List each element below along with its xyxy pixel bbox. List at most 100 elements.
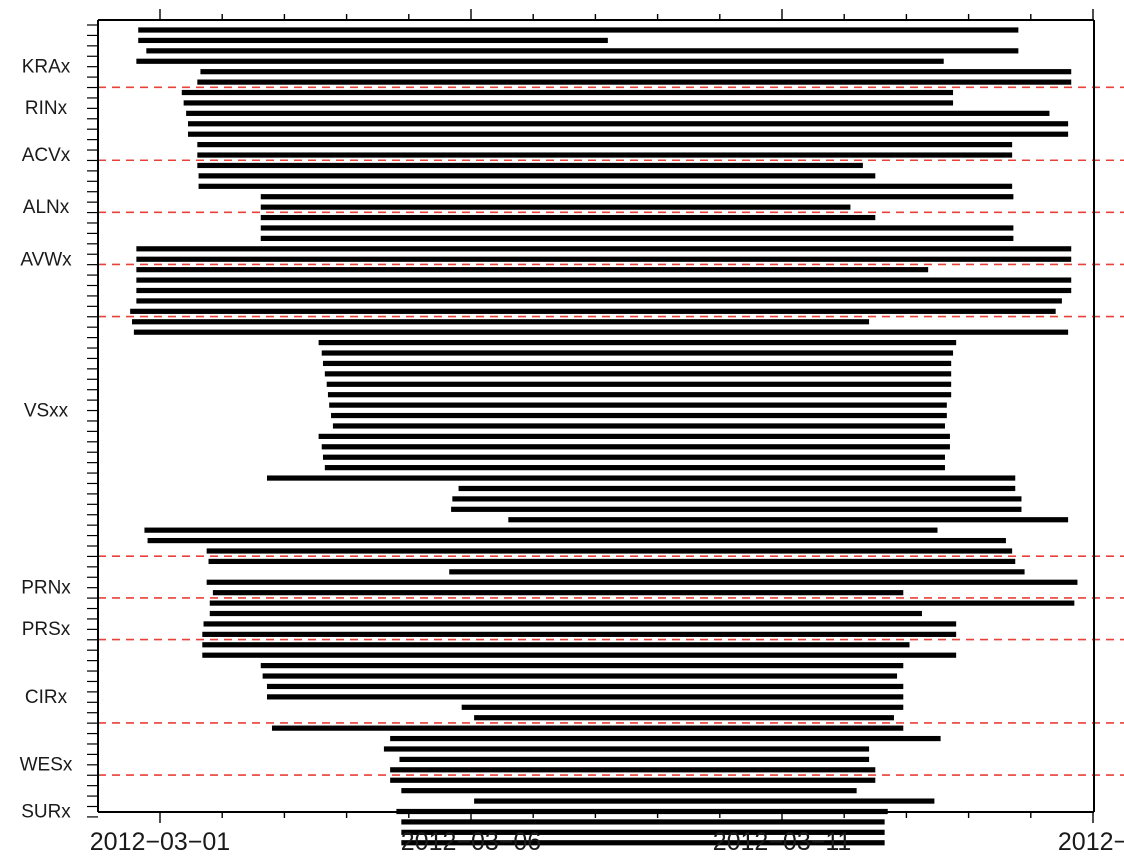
bar-vsxx xyxy=(324,371,952,377)
group-label-surx: SURx xyxy=(21,802,71,823)
x-tick-labels: 2012−03−01 2012−03−06 2012−03−11 2012− xyxy=(90,828,1124,856)
bar-vsxx xyxy=(144,527,938,533)
x-axis-ticks xyxy=(159,9,1094,823)
x-tick-label: 2012−03−01 xyxy=(90,828,230,856)
group-separators xyxy=(98,86,1124,776)
bar-vsxx xyxy=(451,506,1022,512)
bar-vsxx xyxy=(452,496,1022,502)
bar-vsxx xyxy=(324,465,945,471)
bar-surx xyxy=(401,840,885,846)
bar-prnx xyxy=(209,600,1075,606)
bar-alnx xyxy=(260,214,876,221)
bar-surx xyxy=(401,819,885,825)
x-tick-label: 2012−03−11 xyxy=(713,828,852,856)
bar-cirx xyxy=(461,704,904,710)
bar-vsxx xyxy=(321,350,954,356)
bar-vsxx xyxy=(133,329,1069,335)
bar-avwx xyxy=(136,246,1072,252)
group-label-wesx: WESx xyxy=(20,755,73,776)
bar-wesx xyxy=(390,735,941,742)
bar-krax xyxy=(138,37,608,44)
group-label-avwx: AVWx xyxy=(20,249,72,270)
bar-alnx xyxy=(260,194,1014,200)
bar-vsxx xyxy=(329,402,947,408)
bar-vsxx xyxy=(318,340,957,346)
bar-prsx xyxy=(202,631,957,637)
bar-avwx xyxy=(136,287,1072,294)
bar-wesx xyxy=(399,756,870,762)
bar-vsxx xyxy=(449,569,1025,575)
bar-prnx xyxy=(206,579,1078,585)
bar-prsx xyxy=(202,652,957,658)
bar-vsxx xyxy=(318,433,950,439)
bar-acvx xyxy=(197,162,863,169)
bar-rinx xyxy=(197,79,1072,85)
bar-vsxx xyxy=(321,444,950,450)
x-tick-label: 2012−03−06 xyxy=(401,828,541,856)
group-label-alnx: ALNx xyxy=(23,197,70,218)
bar-krax xyxy=(136,58,944,64)
group-label-krax: KRAx xyxy=(22,56,71,77)
bar-acvx xyxy=(198,173,876,179)
bar-vsxx xyxy=(206,548,1013,554)
group-label-acvx: ACVx xyxy=(22,145,71,166)
bar-alnx xyxy=(260,225,1014,231)
bar-rinx xyxy=(181,89,954,96)
group-label-cirx: CIRx xyxy=(25,687,68,708)
bar-vsxx xyxy=(508,517,1069,523)
bar-prnx xyxy=(209,610,922,617)
bar-surx xyxy=(401,829,885,835)
bar-avwx xyxy=(136,256,1072,262)
bar-avwx xyxy=(136,298,1062,304)
bar-vsxx xyxy=(327,392,952,398)
bar-avwx xyxy=(136,277,1072,283)
bar-cirx xyxy=(262,673,898,679)
bar-prsx xyxy=(203,621,957,627)
bar-rinx xyxy=(183,100,954,106)
bar-cirx xyxy=(474,715,894,721)
bar-acvx xyxy=(197,152,1013,158)
bar-vsxx xyxy=(322,360,952,367)
bar-krax xyxy=(146,48,1019,54)
bar-vsxx xyxy=(130,308,1056,314)
bar-cirx xyxy=(266,694,904,700)
bar-vsxx xyxy=(266,475,1016,481)
bar-cirx xyxy=(271,725,904,731)
bar-wesx xyxy=(383,746,870,752)
bar-surx xyxy=(474,798,935,804)
bar-prnx xyxy=(212,590,904,596)
group-label-rinx: RINx xyxy=(25,98,68,119)
bar-vsxx xyxy=(132,319,870,325)
bar-vsxx xyxy=(332,423,945,429)
bar-vsxx xyxy=(331,412,947,419)
bar-acvx xyxy=(198,183,1013,189)
bar-rinx xyxy=(200,69,1072,75)
group-label-prnx: PRNx xyxy=(21,577,71,598)
x-tick-label: 2012− xyxy=(1058,828,1124,856)
bar-avwx xyxy=(136,267,929,273)
bar-rinx xyxy=(186,110,1050,116)
bar-prsx xyxy=(202,642,910,648)
bar-vsxx xyxy=(208,558,1016,565)
group-label-vsxx: VSxx xyxy=(24,400,69,421)
bar-acvx xyxy=(197,142,1013,148)
group-label-prsx: PRSx xyxy=(22,619,71,640)
bar-cirx xyxy=(266,683,904,690)
bar-alnx xyxy=(260,204,851,210)
bar-wesx xyxy=(390,777,876,783)
bar-vsxx xyxy=(147,537,1006,544)
bar-vsxx xyxy=(326,381,952,387)
bar-rinx xyxy=(187,131,1069,137)
group-labels: KRAx RINx ACVx ALNx AVWx VSxx PRNx PRSx CIRx WESx… xyxy=(20,56,73,822)
bar-wesx xyxy=(401,788,857,794)
y-minor-ticks xyxy=(87,24,98,818)
bar-cirx xyxy=(260,663,904,669)
bar-rinx xyxy=(187,121,1069,127)
bar-vsxx xyxy=(458,485,1016,492)
bar-vsxx xyxy=(322,454,945,460)
bar-wesx xyxy=(390,767,876,773)
availability-bars xyxy=(130,27,1078,846)
bar-krax xyxy=(138,27,1019,33)
bar-alnx xyxy=(260,235,1014,241)
